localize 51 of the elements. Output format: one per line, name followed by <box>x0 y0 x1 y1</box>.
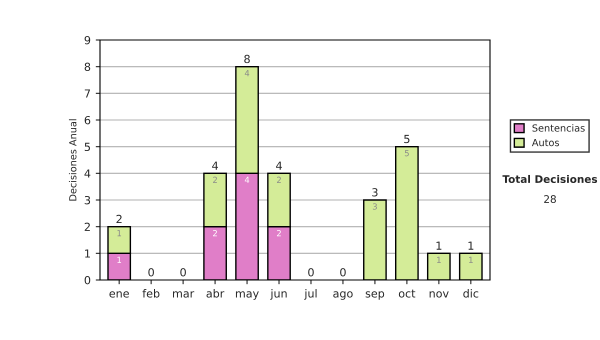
total-label: 0 <box>180 268 186 277</box>
total-label: 0 <box>308 268 314 277</box>
total-label: 3 <box>372 188 378 197</box>
data-label: 2 <box>276 230 281 236</box>
total-label: 8 <box>244 54 250 64</box>
data-label: 4 <box>244 70 250 76</box>
y-tick-label: 6 <box>84 116 90 124</box>
data-label: 3 <box>372 203 377 210</box>
total-label: 5 <box>404 134 410 144</box>
x-tick-label: oct <box>398 290 416 298</box>
text: Total Decisiones <box>502 174 598 184</box>
data-label: 2 <box>276 176 281 183</box>
data-label: 1 <box>469 256 473 263</box>
x-tick-label: ene <box>109 291 129 298</box>
y-tick-label: 1 <box>85 249 90 258</box>
y-tick-label: 3 <box>84 196 90 204</box>
data-label: 2 <box>213 230 217 236</box>
x-tick-label: mar <box>173 291 194 298</box>
data-label: 4 <box>244 176 250 183</box>
y-tick-label: 0 <box>84 276 90 284</box>
data-label: 1 <box>117 256 122 263</box>
x-tick-label: jul <box>304 289 317 300</box>
total-label: 2 <box>116 214 122 224</box>
data-label: 5 <box>404 150 409 156</box>
total-label: 0 <box>148 268 154 277</box>
text: 28 <box>544 195 556 204</box>
x-tick-label: ago <box>333 291 353 300</box>
y-axis-title: Decisiones Anual <box>68 119 76 201</box>
x-tick-label: abr <box>206 289 224 298</box>
total-label: 1 <box>436 242 442 250</box>
total-label: 0 <box>340 268 346 277</box>
x-tick-label: sep <box>366 291 384 300</box>
x-tick-label: jun <box>270 289 287 300</box>
y-tick-label: 7 <box>84 89 90 98</box>
x-tick-label: nov <box>430 291 449 298</box>
legend-label: Sentencias <box>532 124 585 132</box>
y-tick-label: 2 <box>84 222 90 231</box>
data-label: 1 <box>437 256 441 263</box>
total-label: 4 <box>212 162 218 170</box>
y-tick-label: 4 <box>84 169 90 178</box>
x-tick-label: dic <box>463 289 478 298</box>
y-tick-label: 8 <box>84 62 90 72</box>
data-label: 1 <box>117 230 122 236</box>
x-tick-label: feb <box>142 289 160 298</box>
data-label: 2 <box>213 176 217 183</box>
x-tick-label: may <box>236 291 259 300</box>
total-label: 4 <box>276 162 282 170</box>
y-tick-label: 9 <box>84 36 90 44</box>
legend-label: Autos <box>532 139 560 146</box>
y-tick-label: 5 <box>84 142 90 152</box>
total-label: 1 <box>468 242 474 250</box>
